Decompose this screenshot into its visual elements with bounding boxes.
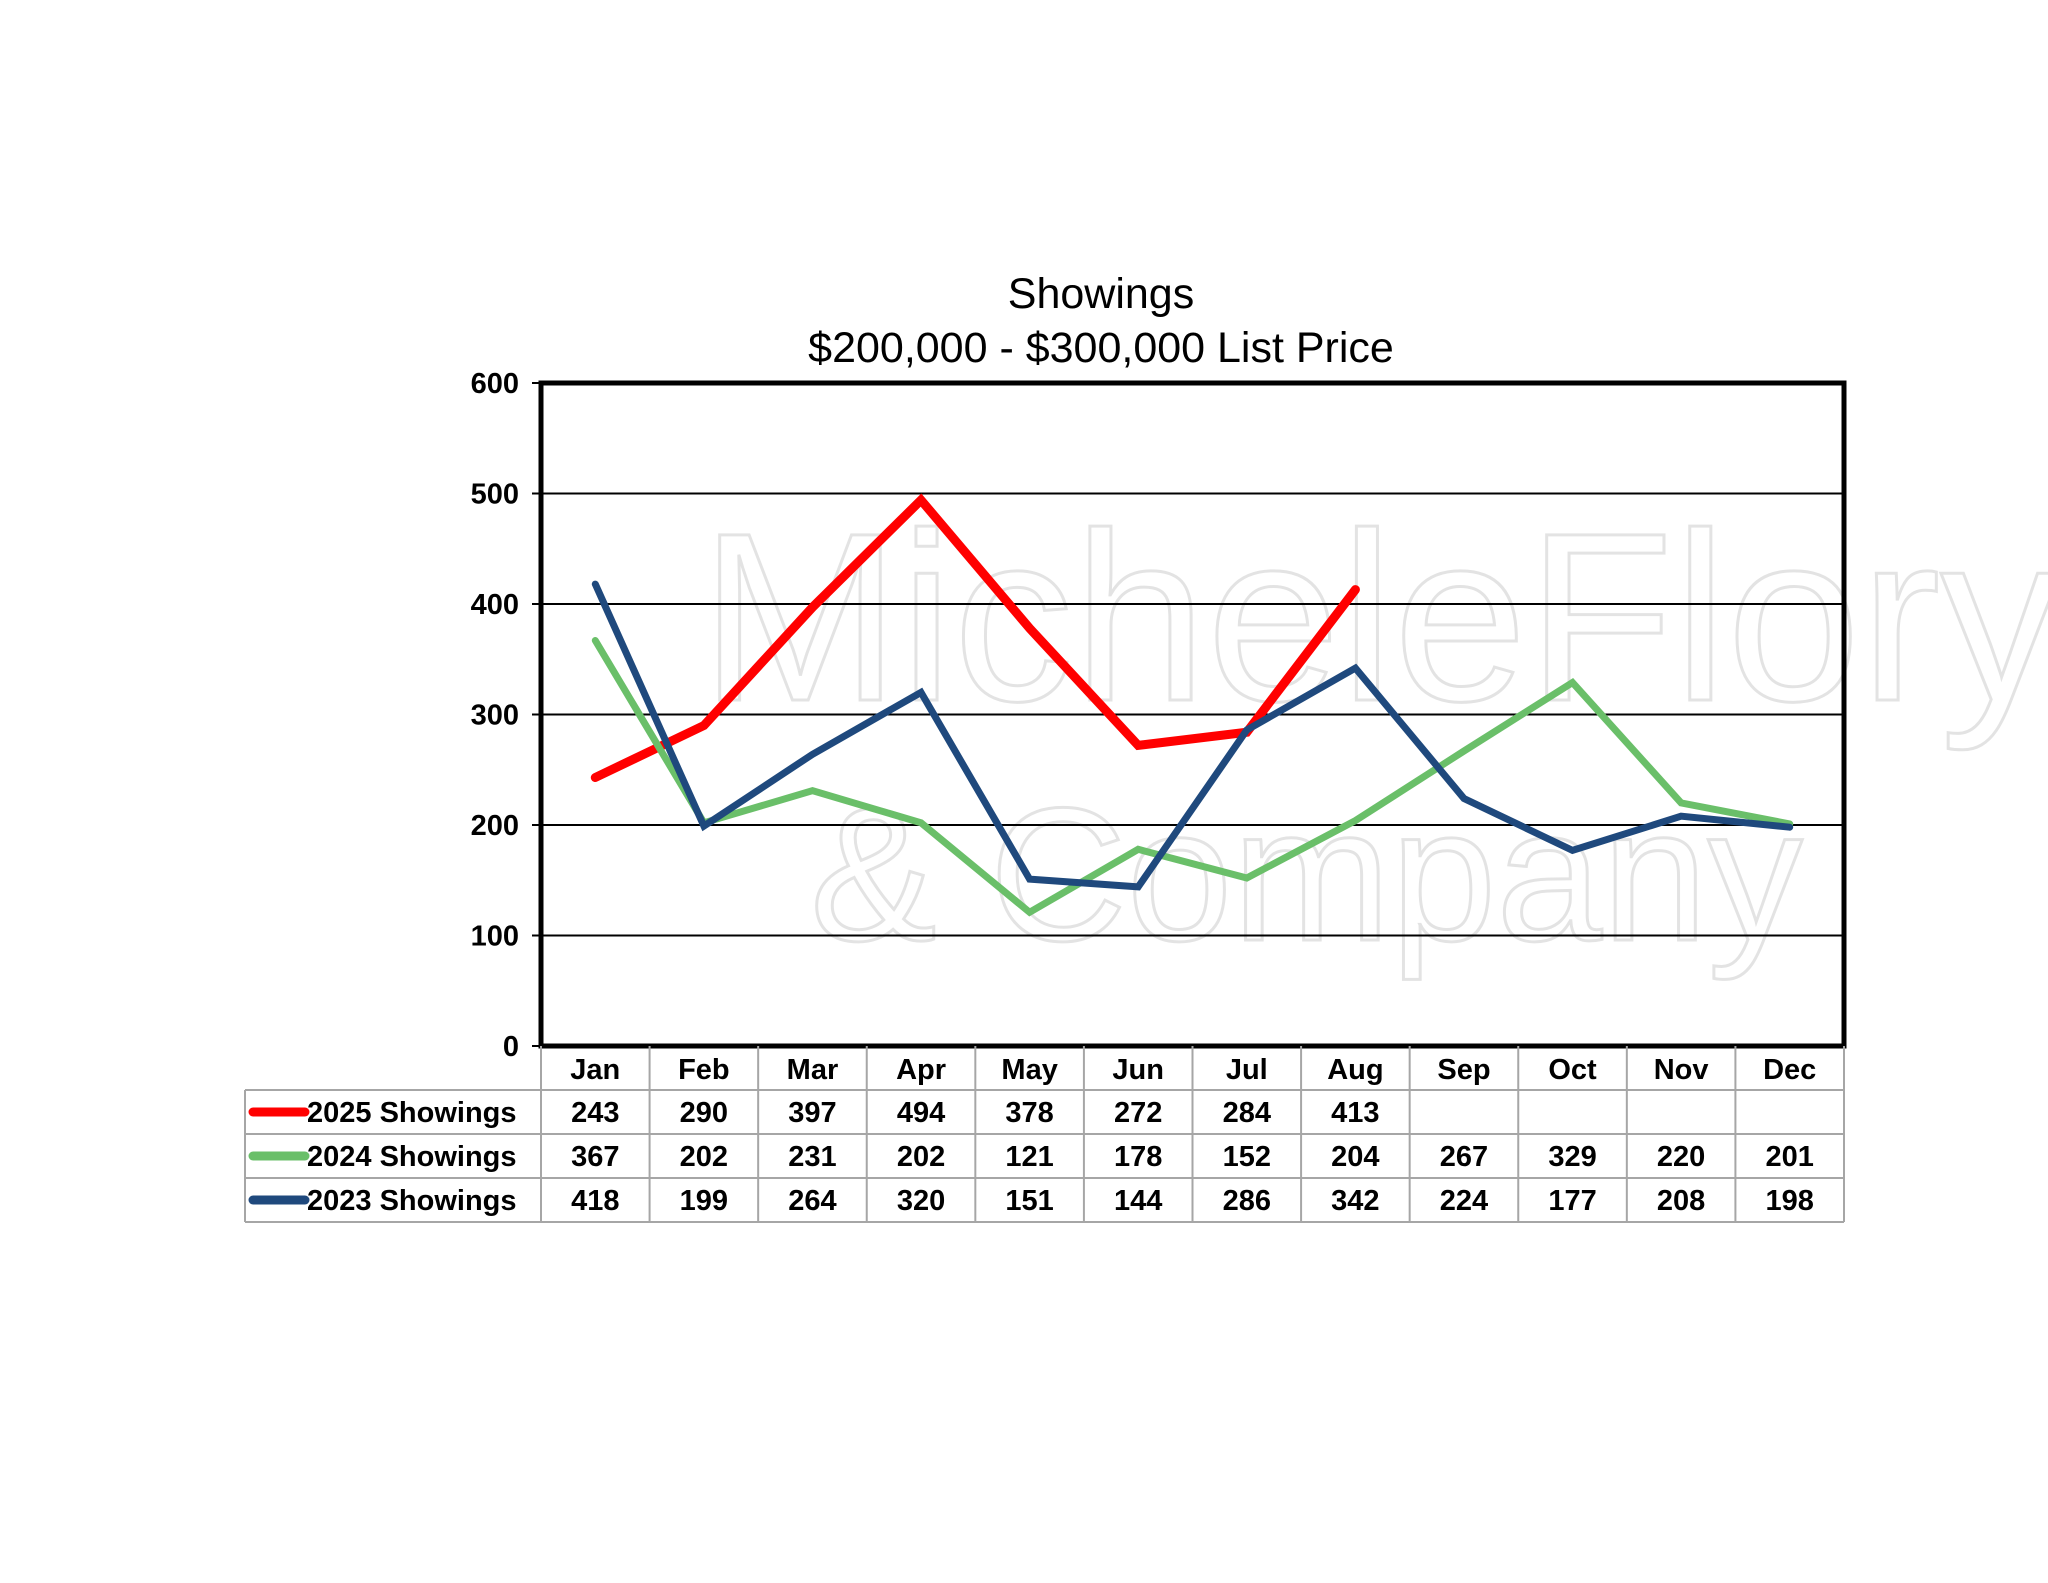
table-cell-value: 342 — [1331, 1185, 1379, 1217]
series-line-2 — [591, 637, 1794, 917]
y-tick-label: 500 — [471, 479, 519, 511]
table-cell-value: 397 — [788, 1097, 836, 1129]
chart-subtitle: $200,000 - $300,000 List Price — [808, 324, 1394, 372]
table-cell-value: 177 — [1548, 1185, 1596, 1217]
x-tick-label: Jul — [1226, 1054, 1268, 1086]
y-tick-label: 600 — [471, 368, 519, 400]
series-line-3 — [591, 580, 1794, 891]
x-tick-label: Dec — [1763, 1054, 1816, 1086]
x-tick-label: Sep — [1437, 1054, 1490, 1086]
table-cell-value: 144 — [1114, 1185, 1162, 1217]
watermark-line-1: MicheleFlory — [700, 483, 2048, 751]
table-cell-value: 243 — [571, 1097, 619, 1129]
x-tick-label: Jun — [1112, 1054, 1164, 1086]
table-cell-value: 286 — [1223, 1185, 1271, 1217]
y-tick-label: 300 — [471, 700, 519, 732]
x-tick-label: May — [1001, 1054, 1057, 1086]
table-cell-value: 151 — [1005, 1185, 1053, 1217]
y-tick-label: 0 — [503, 1031, 519, 1063]
table-row: 2023 Showings 418 199 264 320 151 144 286 342 224… — [248, 1185, 1814, 1217]
table-cell-value: 378 — [1005, 1097, 1053, 1129]
chart-title: Showings — [1008, 270, 1194, 318]
table-cell-value: 329 — [1548, 1141, 1596, 1173]
watermark-line-2: & Company — [810, 769, 1803, 981]
table-cell-value: 231 — [788, 1141, 836, 1173]
table-cell-value: 367 — [571, 1141, 619, 1173]
data-series — [590, 493, 1794, 917]
table-cell-value: 178 — [1114, 1141, 1162, 1173]
legend-label: 2023 Showings — [307, 1185, 517, 1217]
series-line-1 — [590, 493, 1360, 782]
table-cell-value: 152 — [1223, 1141, 1271, 1173]
table-cell-value: 208 — [1657, 1185, 1705, 1217]
table-cell-value: 418 — [571, 1185, 619, 1217]
table-cell-value: 272 — [1114, 1097, 1162, 1129]
table-cell-value: 199 — [680, 1185, 728, 1217]
table-cell-value: 494 — [897, 1097, 945, 1129]
x-tick-label: Apr — [896, 1054, 946, 1086]
table-cell-value: 320 — [897, 1185, 945, 1217]
table-cell-value: 264 — [788, 1185, 836, 1217]
table-row: 2024 Showings 367 202 231 202 121 178 152 204 267… — [248, 1141, 1814, 1173]
y-tick-label: 200 — [471, 810, 519, 842]
table-cell-value: 284 — [1223, 1097, 1271, 1129]
table-cell-value: 224 — [1440, 1185, 1488, 1217]
table-cell-value: 267 — [1440, 1141, 1488, 1173]
table-cell-value: 121 — [1005, 1141, 1053, 1173]
gridlines — [541, 492, 1844, 937]
legend-label: 2024 Showings — [307, 1141, 517, 1173]
table-cell-value: 204 — [1331, 1141, 1379, 1173]
table-cell-value: 202 — [897, 1141, 945, 1173]
x-tick-label: Jan — [570, 1054, 620, 1086]
x-tick-label: Oct — [1548, 1054, 1597, 1086]
x-tick-label: Feb — [678, 1054, 730, 1086]
table-cell-value: 290 — [680, 1097, 728, 1129]
table-cell-value: 198 — [1766, 1185, 1814, 1217]
y-axis-ticks: 0 100 200 300 400 500 600 — [471, 368, 541, 1063]
table-row: 2025 Showings 243 290 397 494 378 272 284 413 — [248, 1097, 1380, 1129]
table-cell-value: 201 — [1766, 1141, 1814, 1173]
legend-label: 2025 Showings — [307, 1097, 517, 1129]
x-tick-label: Nov — [1654, 1054, 1709, 1086]
table-cell-value: 413 — [1331, 1097, 1379, 1129]
y-tick-label: 400 — [471, 589, 519, 621]
y-tick-label: 100 — [471, 921, 519, 953]
x-tick-label: Mar — [787, 1054, 839, 1086]
watermark: MicheleFlory & Company — [699, 482, 2048, 983]
table-cell-value: 220 — [1657, 1141, 1705, 1173]
table-cell-value: 202 — [680, 1141, 728, 1173]
data-table: Jan Feb Mar Apr May Jun Jul Aug Sep Oct Nov Dec 2025… — [244, 1046, 1845, 1223]
x-tick-label: Aug — [1327, 1054, 1383, 1086]
